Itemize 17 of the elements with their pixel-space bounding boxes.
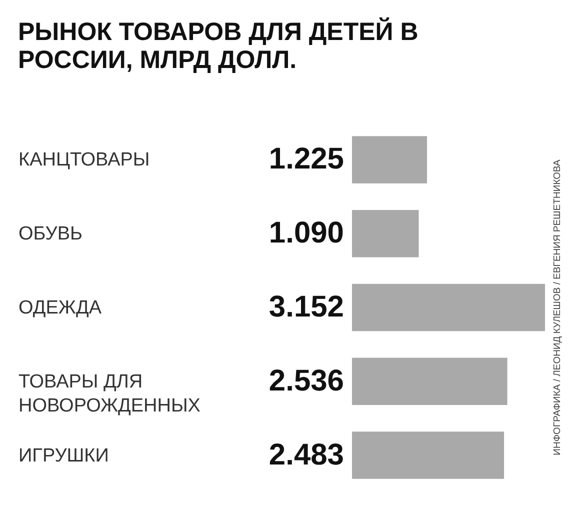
y-tick-label: ОБУВЬ <box>18 224 83 245</box>
data-label: 1.225 <box>268 142 344 176</box>
y-tick-label: КАНЦТОВАРЫ <box>18 150 150 171</box>
bar <box>352 432 504 479</box>
data-label: 2.536 <box>268 364 344 398</box>
y-tick-label: ОДЕЖДА <box>18 298 102 318</box>
bar <box>352 358 508 406</box>
bar <box>352 136 428 184</box>
bar <box>352 210 419 258</box>
y-tick-label: ИГРУШКИ <box>18 445 109 466</box>
text: ИНФОГРАФИКА / ЛЕОНИД КУЛЕШОВ / ЕВГЕНИЯ РЕШЕТНИКОВА <box>552 158 563 456</box>
data-label: 3.152 <box>268 290 344 324</box>
chart-title: РЫНОК ТОВАРОВ ДЛЯ ДЕТЕЙ В РОССИИ, МЛРД ДОЛЛ. <box>18 17 418 74</box>
bar <box>352 284 545 332</box>
data-label: 1.090 <box>268 216 344 250</box>
data-label: 2.483 <box>268 438 344 472</box>
y-tick-label: ТОВАРЫ ДЛЯ НОВОРОЖДЕННЫХ <box>18 371 201 416</box>
